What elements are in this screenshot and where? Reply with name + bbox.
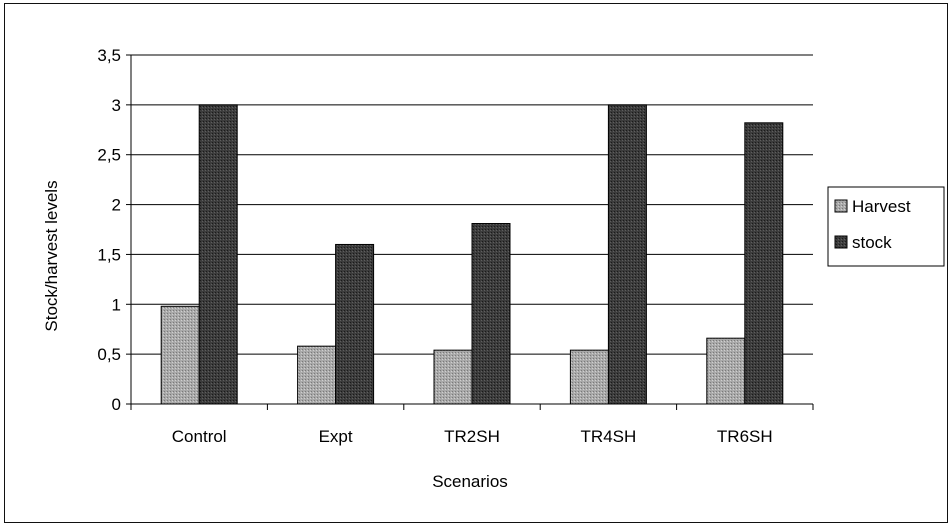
legend-swatch-stock xyxy=(834,235,848,249)
y-tick-label: 0 xyxy=(112,395,121,414)
bar-harvest-tr6sh xyxy=(706,337,746,405)
y-tick-label: 3,5 xyxy=(97,46,121,65)
y-tick-label: 2,5 xyxy=(97,146,121,165)
bar-stock-tr6sh xyxy=(744,122,784,405)
bar-harvest-control xyxy=(160,305,200,405)
bar-stock-tr4sh xyxy=(607,104,647,405)
x-tick-label: TR6SH xyxy=(717,427,773,446)
legend-label-stock: stock xyxy=(852,233,892,252)
bar-stock-control xyxy=(198,104,238,405)
y-tick-label: 1 xyxy=(112,295,121,314)
x-tick-label: TR2SH xyxy=(444,427,500,446)
bar-stock-expt xyxy=(335,243,375,405)
bar-stock-tr2sh xyxy=(471,223,511,405)
bar-harvest-tr4sh xyxy=(569,349,609,405)
legend: Harvest stock xyxy=(827,186,945,267)
legend-swatch-harvest xyxy=(834,199,848,213)
legend-label-harvest: Harvest xyxy=(852,197,911,216)
x-axis-title: Scenarios xyxy=(432,472,508,491)
chart-frame: 0 0,5 1 1,5 2 2,5 3 3,5 Control Expt TR2SH TR4SH TR… xyxy=(4,3,948,523)
bar-harvest-expt xyxy=(297,345,337,405)
bar-chart: 0 0,5 1 1,5 2 2,5 3 3,5 Control Expt TR2SH TR4SH TR… xyxy=(42,46,945,491)
x-tick-label: Expt xyxy=(319,427,353,446)
y-tick-label: 3 xyxy=(112,96,121,115)
bar-harvest-tr2sh xyxy=(433,349,473,405)
y-axis-title: Stock/harvest levels xyxy=(42,180,61,331)
y-tick-label: 1,5 xyxy=(97,245,121,264)
x-tick-label: TR4SH xyxy=(581,427,637,446)
y-tick-label: 2 xyxy=(112,196,121,215)
y-tick-label: 0,5 xyxy=(97,345,121,364)
x-tick-label: Control xyxy=(172,427,227,446)
